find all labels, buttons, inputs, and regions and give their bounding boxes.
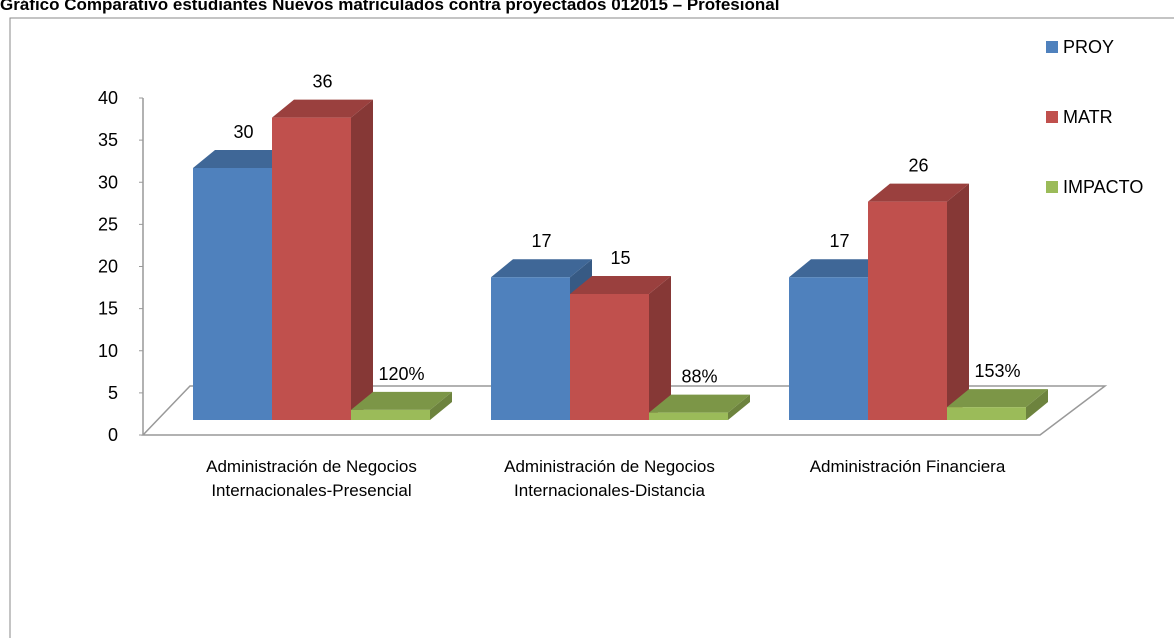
data-label: 120% [378,364,424,384]
y-tick-label: 25 [98,214,118,234]
bar-face [868,183,969,202]
y-tick-label: 15 [98,299,118,319]
data-label: 15 [610,248,630,268]
bar-face [351,409,430,420]
y-tick-label: 20 [98,257,118,277]
bar [351,391,452,420]
legend-label: MATR [1063,107,1113,127]
bar-face [491,277,570,420]
y-tick-label: 40 [98,88,118,108]
bar-face [570,294,649,420]
legend-swatch [1046,181,1058,193]
y-tick-label: 5 [108,383,118,403]
bar-face [491,259,592,278]
data-label: 17 [829,231,849,251]
data-label: 36 [312,72,332,92]
bar [570,276,671,420]
y-tick-label: 30 [98,172,118,192]
x-tick-label: Administración de Negocios Internacional… [504,457,715,500]
bar-face [193,168,272,420]
bar-face [649,276,671,420]
bar-face [351,391,452,410]
bar-face [789,259,890,278]
bar-face [1026,389,1048,420]
legend-swatch [1046,111,1058,123]
data-label: 26 [908,156,928,176]
legend-label: PROY [1063,37,1114,57]
x-tick-label: Administración de Negocios Internacional… [206,457,417,500]
bar-face [272,117,351,420]
data-label: 17 [531,231,551,251]
legend-swatch [1046,41,1058,53]
chart-title: Gráfico Comparativo estudiantes Nuevos m… [0,0,779,14]
bar-face [947,407,1026,420]
bar-face [728,394,750,420]
bar [868,183,969,420]
bar-face [351,99,373,420]
data-label: 30 [233,122,253,142]
bar-face [272,99,373,118]
y-tick-label: 35 [98,130,118,150]
floor [141,385,1108,436]
bar-face [947,389,1048,408]
bar-face [868,201,947,420]
y-tick-label: 0 [108,425,118,445]
legend-label: IMPACTO [1063,177,1143,197]
bar-face [570,276,671,294]
bar-face [649,394,750,413]
bar-face [193,150,294,168]
bar [272,99,373,420]
x-tick-label: Administración Financiera [809,457,1006,476]
bar-face [649,412,728,420]
data-label: 153% [974,361,1020,381]
bar-face [947,183,969,420]
bar-face [430,391,452,420]
data-label: 88% [681,367,717,387]
bar-face [789,277,868,420]
bar [947,389,1048,420]
bar [649,394,750,420]
y-tick-label: 10 [98,341,118,361]
